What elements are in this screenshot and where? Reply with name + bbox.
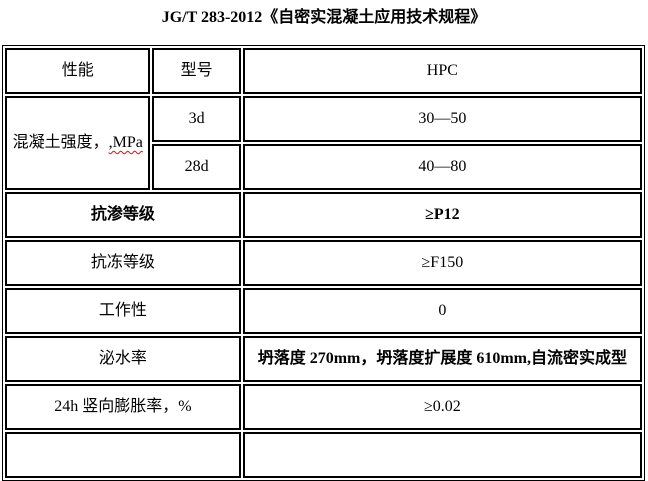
workability-value-cell: 0	[242, 288, 642, 334]
strength-3d-row: 混凝土强度，,MPa 3d 30—50	[5, 96, 642, 190]
bleeding-row: 泌水率 坍落度 270mm，坍落度扩展度 610mm,自流密实成型	[5, 336, 642, 382]
strength-label-cell: 混凝土强度，,MPa	[5, 96, 151, 190]
header-cell-grade: HPC	[242, 48, 642, 94]
strength-age-3d-cell: 3d	[152, 96, 241, 142]
frost-row: 抗冻等级 ≥F150	[5, 240, 642, 286]
expansion-label-cell: 24h 竖向膨胀率，%	[5, 384, 241, 430]
partial-label-cell	[5, 432, 241, 478]
header-cell-performance: 性能	[5, 48, 151, 94]
expansion-value-cell: ≥0.02	[242, 384, 642, 430]
expansion-row: 24h 竖向膨胀率，% ≥0.02	[5, 384, 642, 430]
strength-28d-row: 28d 40—80	[5, 144, 642, 190]
strength-value-28d-cell: 40—80	[242, 144, 642, 190]
document-title: JG/T 283-2012《自密实混凝土应用技术规程》	[161, 9, 487, 26]
strength-label-text: 混凝土强度，	[12, 134, 109, 151]
bleeding-value-cell: 坍落度 270mm，坍落度扩展度 610mm,自流密实成型	[242, 336, 642, 382]
strength-label-unit: ,MPa	[108, 134, 143, 151]
bleeding-label-cell: 泌水率	[5, 336, 241, 382]
impermeability-value-cell: ≥P12	[242, 192, 642, 238]
impermeability-label-cell: 抗渗等级	[5, 192, 241, 238]
strength-value-3d-cell: 30—50	[242, 96, 642, 142]
header-cell-model: 型号	[152, 48, 241, 94]
workability-label-cell: 工作性	[5, 288, 241, 334]
spec-table: 性能 型号 HPC 混凝土强度，,MPa 3d 30—50 28d 40—80 …	[2, 45, 645, 481]
workability-row: 工作性 0	[5, 288, 642, 334]
strength-age-28d-cell: 28d	[152, 144, 241, 190]
header-row: 性能 型号 HPC	[5, 48, 642, 94]
partial-row	[5, 432, 642, 478]
impermeability-row: 抗渗等级 ≥P12	[5, 192, 642, 238]
partial-value-cell	[242, 432, 642, 478]
frost-value-cell: ≥F150	[242, 240, 642, 286]
frost-label-cell: 抗冻等级	[5, 240, 241, 286]
